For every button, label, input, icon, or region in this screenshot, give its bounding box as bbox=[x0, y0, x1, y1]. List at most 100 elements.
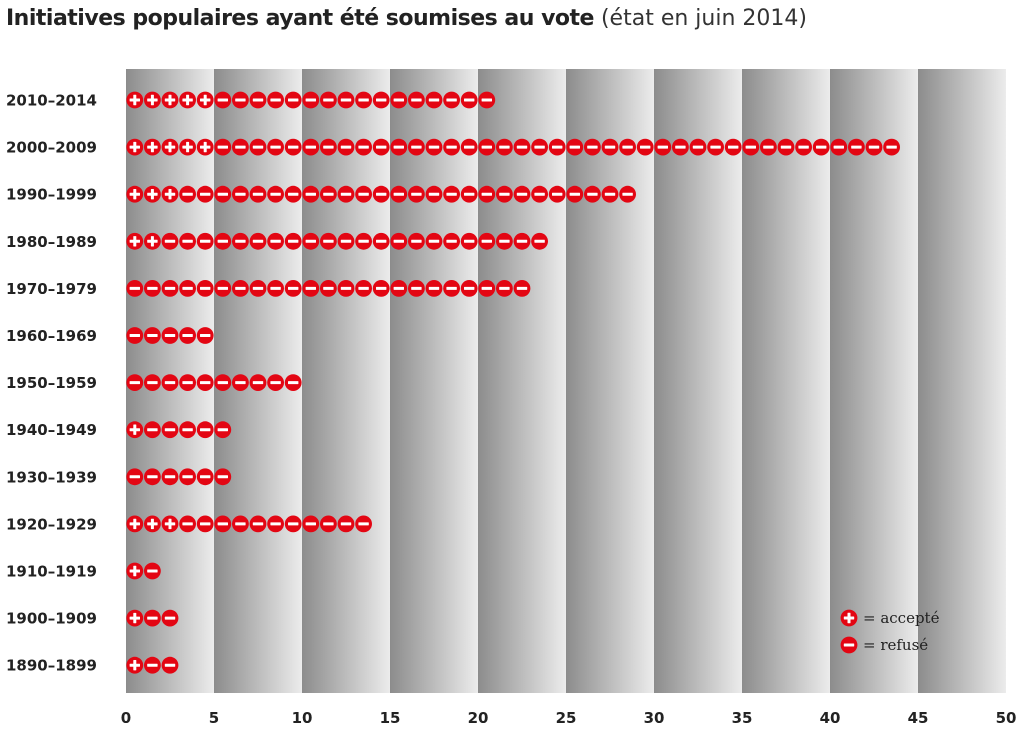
accepted-mark bbox=[144, 185, 161, 203]
data-row bbox=[126, 609, 179, 627]
data-row bbox=[126, 138, 900, 156]
refused-mark bbox=[760, 138, 777, 156]
accepted-mark bbox=[144, 91, 161, 109]
refused-mark bbox=[214, 91, 232, 109]
refused-mark bbox=[302, 280, 320, 297]
refused-mark bbox=[584, 185, 601, 203]
refused-mark bbox=[284, 185, 302, 203]
refused-mark bbox=[302, 91, 320, 109]
refused-mark bbox=[196, 327, 214, 344]
x-tick-label: 20 bbox=[468, 709, 489, 727]
refused-mark bbox=[179, 327, 197, 344]
refused-mark bbox=[390, 280, 408, 297]
refused-mark bbox=[390, 138, 408, 156]
data-row bbox=[126, 421, 232, 439]
category-label: 1900–1909 bbox=[6, 610, 97, 628]
refused-mark bbox=[161, 421, 179, 439]
category-label: 1980–1989 bbox=[6, 233, 97, 251]
refused-mark bbox=[302, 515, 320, 533]
refused-mark bbox=[654, 138, 672, 156]
refused-mark bbox=[144, 562, 161, 580]
refused-mark bbox=[425, 185, 443, 203]
refused-mark bbox=[179, 421, 197, 439]
refused-mark bbox=[284, 280, 302, 297]
data-row bbox=[126, 232, 548, 250]
chart-title-sub: (état en juin 2014) bbox=[600, 6, 807, 31]
accepted-mark bbox=[126, 515, 144, 533]
refused-mark bbox=[460, 138, 478, 156]
data-row bbox=[126, 280, 531, 297]
refused-mark bbox=[267, 280, 284, 297]
refused-mark bbox=[513, 280, 531, 297]
refused-mark bbox=[232, 280, 249, 297]
refused-mark bbox=[267, 515, 284, 533]
data-row bbox=[126, 185, 636, 203]
legend: = accepté = refusé bbox=[840, 609, 940, 654]
refused-mark bbox=[848, 138, 865, 156]
refused-mark bbox=[460, 280, 478, 297]
background-bands bbox=[126, 69, 1006, 693]
refused-mark bbox=[179, 185, 197, 203]
refused-mark bbox=[144, 468, 161, 486]
x-tick-label: 45 bbox=[908, 709, 929, 727]
refused-mark bbox=[161, 609, 179, 627]
refused-mark bbox=[284, 374, 302, 391]
refused-mark bbox=[531, 232, 548, 250]
refused-mark bbox=[179, 374, 197, 391]
background-band bbox=[654, 69, 742, 693]
refused-mark bbox=[161, 327, 179, 344]
refused-mark bbox=[390, 185, 408, 203]
legend-refused-label: = refusé bbox=[863, 636, 928, 654]
refused-mark bbox=[249, 91, 267, 109]
legend-accepted-label: = accepté bbox=[863, 609, 940, 627]
refused-mark bbox=[214, 232, 232, 250]
refused-mark bbox=[496, 232, 513, 250]
background-band bbox=[302, 69, 390, 693]
refused-mark bbox=[320, 280, 337, 297]
accepted-mark bbox=[126, 185, 144, 203]
background-band bbox=[830, 69, 918, 693]
accepted-mark bbox=[161, 185, 179, 203]
refused-mark bbox=[161, 232, 179, 250]
refused-mark bbox=[601, 138, 619, 156]
refused-mark bbox=[513, 185, 531, 203]
accepted-mark bbox=[144, 515, 161, 533]
x-tick-label: 35 bbox=[732, 709, 753, 727]
background-band bbox=[918, 69, 1006, 693]
refused-mark bbox=[548, 185, 566, 203]
category-label: 1920–1929 bbox=[6, 515, 97, 533]
refused-mark bbox=[777, 138, 795, 156]
accepted-mark bbox=[179, 138, 197, 156]
plus-circle-icon bbox=[840, 609, 858, 627]
refused-mark bbox=[320, 232, 337, 250]
refused-mark bbox=[443, 91, 460, 109]
accepted-mark bbox=[126, 138, 144, 156]
refused-mark bbox=[144, 327, 161, 344]
refused-mark bbox=[232, 138, 249, 156]
refused-mark bbox=[619, 185, 636, 203]
refused-mark bbox=[355, 138, 372, 156]
refused-mark bbox=[355, 280, 372, 297]
refused-mark bbox=[496, 185, 513, 203]
refused-mark bbox=[408, 138, 425, 156]
refused-mark bbox=[126, 468, 144, 486]
refused-mark bbox=[337, 91, 355, 109]
accepted-mark bbox=[126, 656, 144, 674]
refused-mark bbox=[531, 138, 548, 156]
accepted-mark bbox=[161, 91, 179, 109]
refused-mark bbox=[355, 515, 372, 533]
refused-mark bbox=[372, 185, 390, 203]
accepted-mark bbox=[126, 421, 144, 439]
refused-mark bbox=[390, 91, 408, 109]
refused-mark bbox=[232, 91, 249, 109]
refused-mark bbox=[144, 421, 161, 439]
refused-mark bbox=[284, 515, 302, 533]
refused-mark bbox=[707, 138, 724, 156]
refused-mark bbox=[372, 232, 390, 250]
x-axis-ticks: 0 5 10 15 20 25 30 35 40 45 50 bbox=[121, 709, 1017, 727]
data-row bbox=[126, 91, 496, 109]
refused-mark bbox=[566, 138, 584, 156]
refused-mark bbox=[425, 91, 443, 109]
accepted-mark bbox=[161, 138, 179, 156]
refused-mark bbox=[601, 185, 619, 203]
